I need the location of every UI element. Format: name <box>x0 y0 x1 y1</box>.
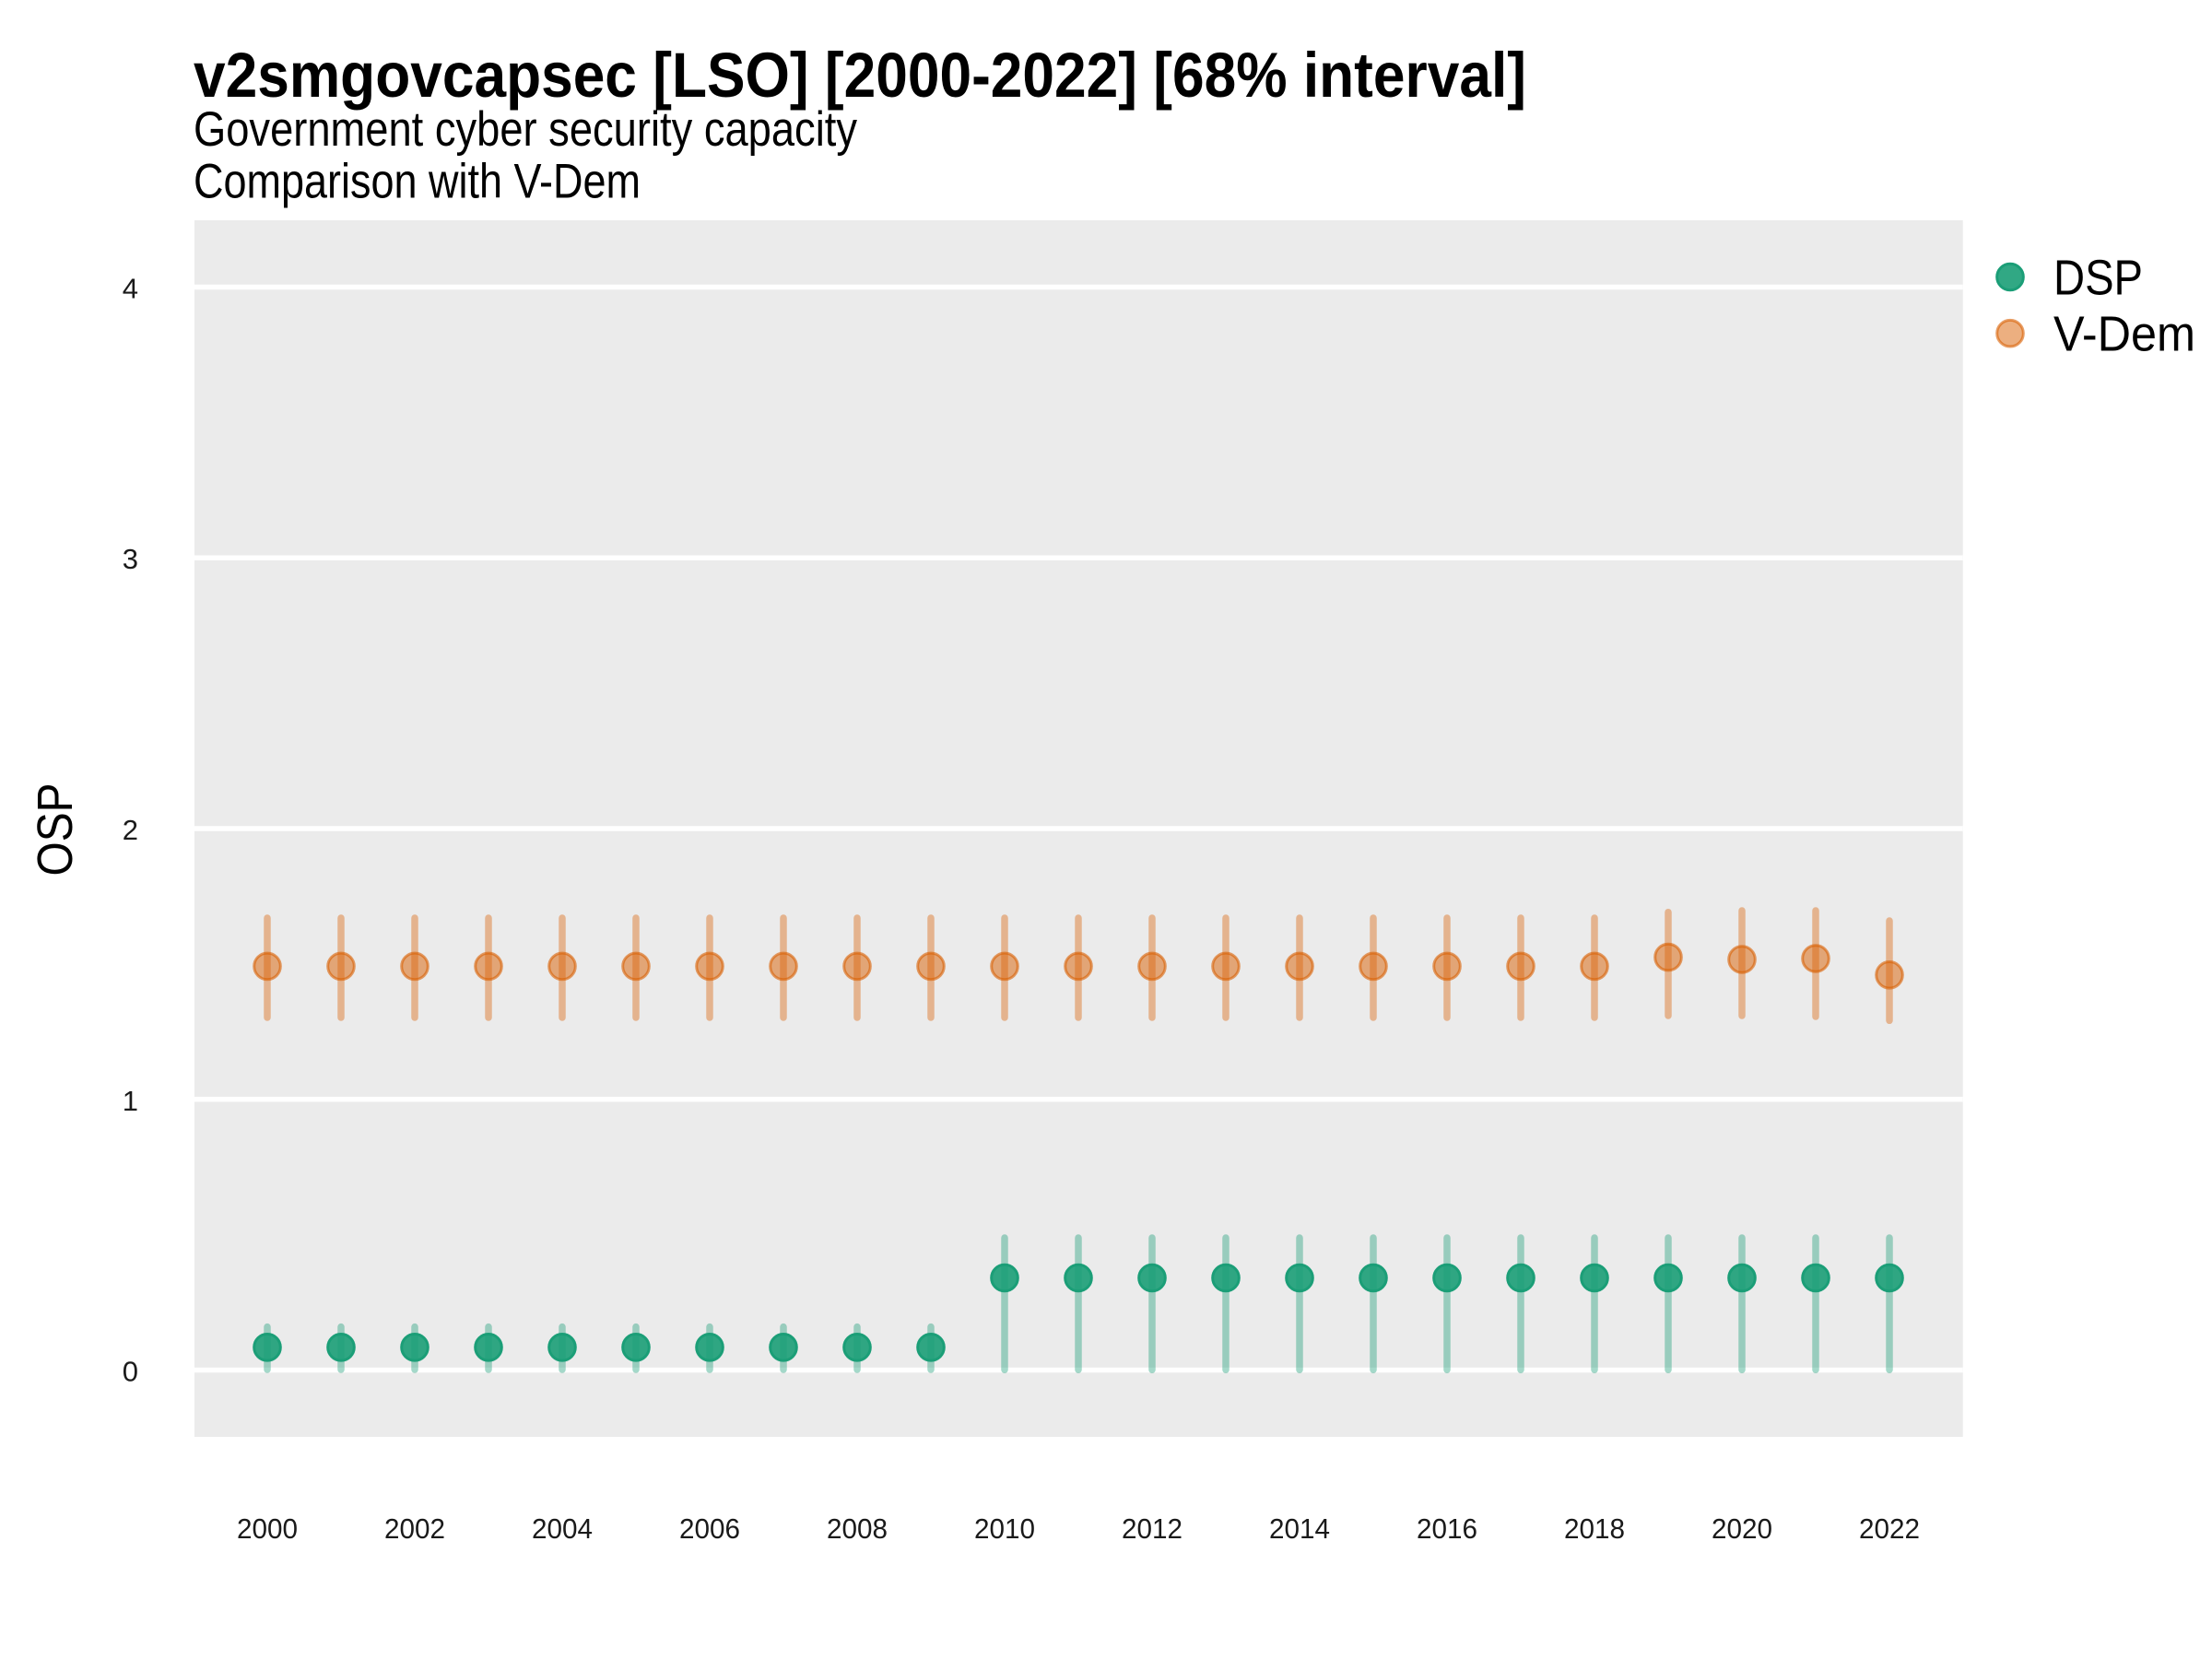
svg-text:1: 1 <box>123 1085 138 1117</box>
svg-text:2016: 2016 <box>1417 1512 1477 1545</box>
svg-text:Comparison with V-Dem: Comparison with V-Dem <box>194 155 641 209</box>
svg-text:0: 0 <box>123 1356 138 1388</box>
svg-text:2014: 2014 <box>1269 1512 1330 1545</box>
svg-text:2: 2 <box>123 814 138 846</box>
svg-text:v2smgovcapsec [LSO] [2000-2022: v2smgovcapsec [LSO] [2000-2022] [68% int… <box>194 40 1526 111</box>
svg-text:2010: 2010 <box>974 1512 1035 1545</box>
svg-text:2022: 2022 <box>1859 1512 1920 1545</box>
svg-text:2018: 2018 <box>1564 1512 1625 1545</box>
svg-text:DSP: DSP <box>2053 251 2143 306</box>
svg-text:2002: 2002 <box>384 1512 445 1545</box>
svg-text:2008: 2008 <box>827 1512 888 1545</box>
svg-text:3: 3 <box>123 543 138 575</box>
svg-text:V-Dem: V-Dem <box>2053 307 2195 362</box>
svg-text:2020: 2020 <box>1712 1512 1772 1545</box>
svg-text:4: 4 <box>123 273 138 305</box>
svg-text:2006: 2006 <box>679 1512 740 1545</box>
svg-text:2004: 2004 <box>532 1512 593 1545</box>
svg-text:OSP: OSP <box>29 783 83 877</box>
svg-text:2012: 2012 <box>1122 1512 1182 1545</box>
svg-text:2000: 2000 <box>237 1512 298 1545</box>
svg-text:Government cyber security capa: Government cyber security capacity <box>194 102 858 157</box>
